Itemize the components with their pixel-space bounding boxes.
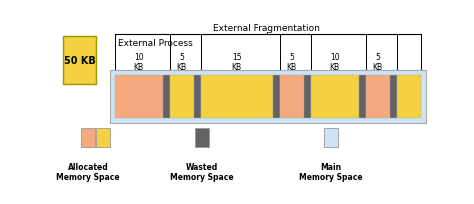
FancyBboxPatch shape [193,75,201,118]
Text: KB: KB [373,63,383,72]
FancyBboxPatch shape [366,75,390,118]
FancyBboxPatch shape [163,75,170,118]
Text: 10: 10 [330,53,339,62]
FancyBboxPatch shape [303,75,311,118]
Text: KB: KB [177,63,187,72]
Text: Main
Memory Space: Main Memory Space [299,162,363,182]
FancyBboxPatch shape [63,37,96,84]
Text: 5: 5 [289,53,294,62]
Text: 50 KB: 50 KB [64,56,95,65]
FancyBboxPatch shape [81,128,94,147]
FancyBboxPatch shape [201,75,273,118]
FancyBboxPatch shape [390,75,397,118]
Text: 5: 5 [375,53,380,62]
FancyBboxPatch shape [397,75,421,118]
Text: 10: 10 [134,53,144,62]
FancyBboxPatch shape [311,75,358,118]
FancyBboxPatch shape [195,128,209,147]
Text: KB: KB [134,63,144,72]
FancyBboxPatch shape [96,128,110,147]
Text: 5: 5 [179,53,184,62]
Text: Allocated
Memory Space: Allocated Memory Space [56,162,120,182]
Text: KB: KB [329,63,340,72]
Text: External Fragmentation: External Fragmentation [213,24,320,33]
FancyBboxPatch shape [273,75,280,118]
FancyBboxPatch shape [280,75,303,118]
Text: 15: 15 [232,53,241,62]
Text: KB: KB [232,63,242,72]
Text: Wasted
Memory Space: Wasted Memory Space [170,162,234,182]
Text: External Process: External Process [118,39,193,48]
FancyBboxPatch shape [115,75,163,118]
FancyBboxPatch shape [109,70,426,123]
FancyBboxPatch shape [358,75,366,118]
Text: KB: KB [287,63,297,72]
FancyBboxPatch shape [324,128,337,147]
FancyBboxPatch shape [170,75,193,118]
